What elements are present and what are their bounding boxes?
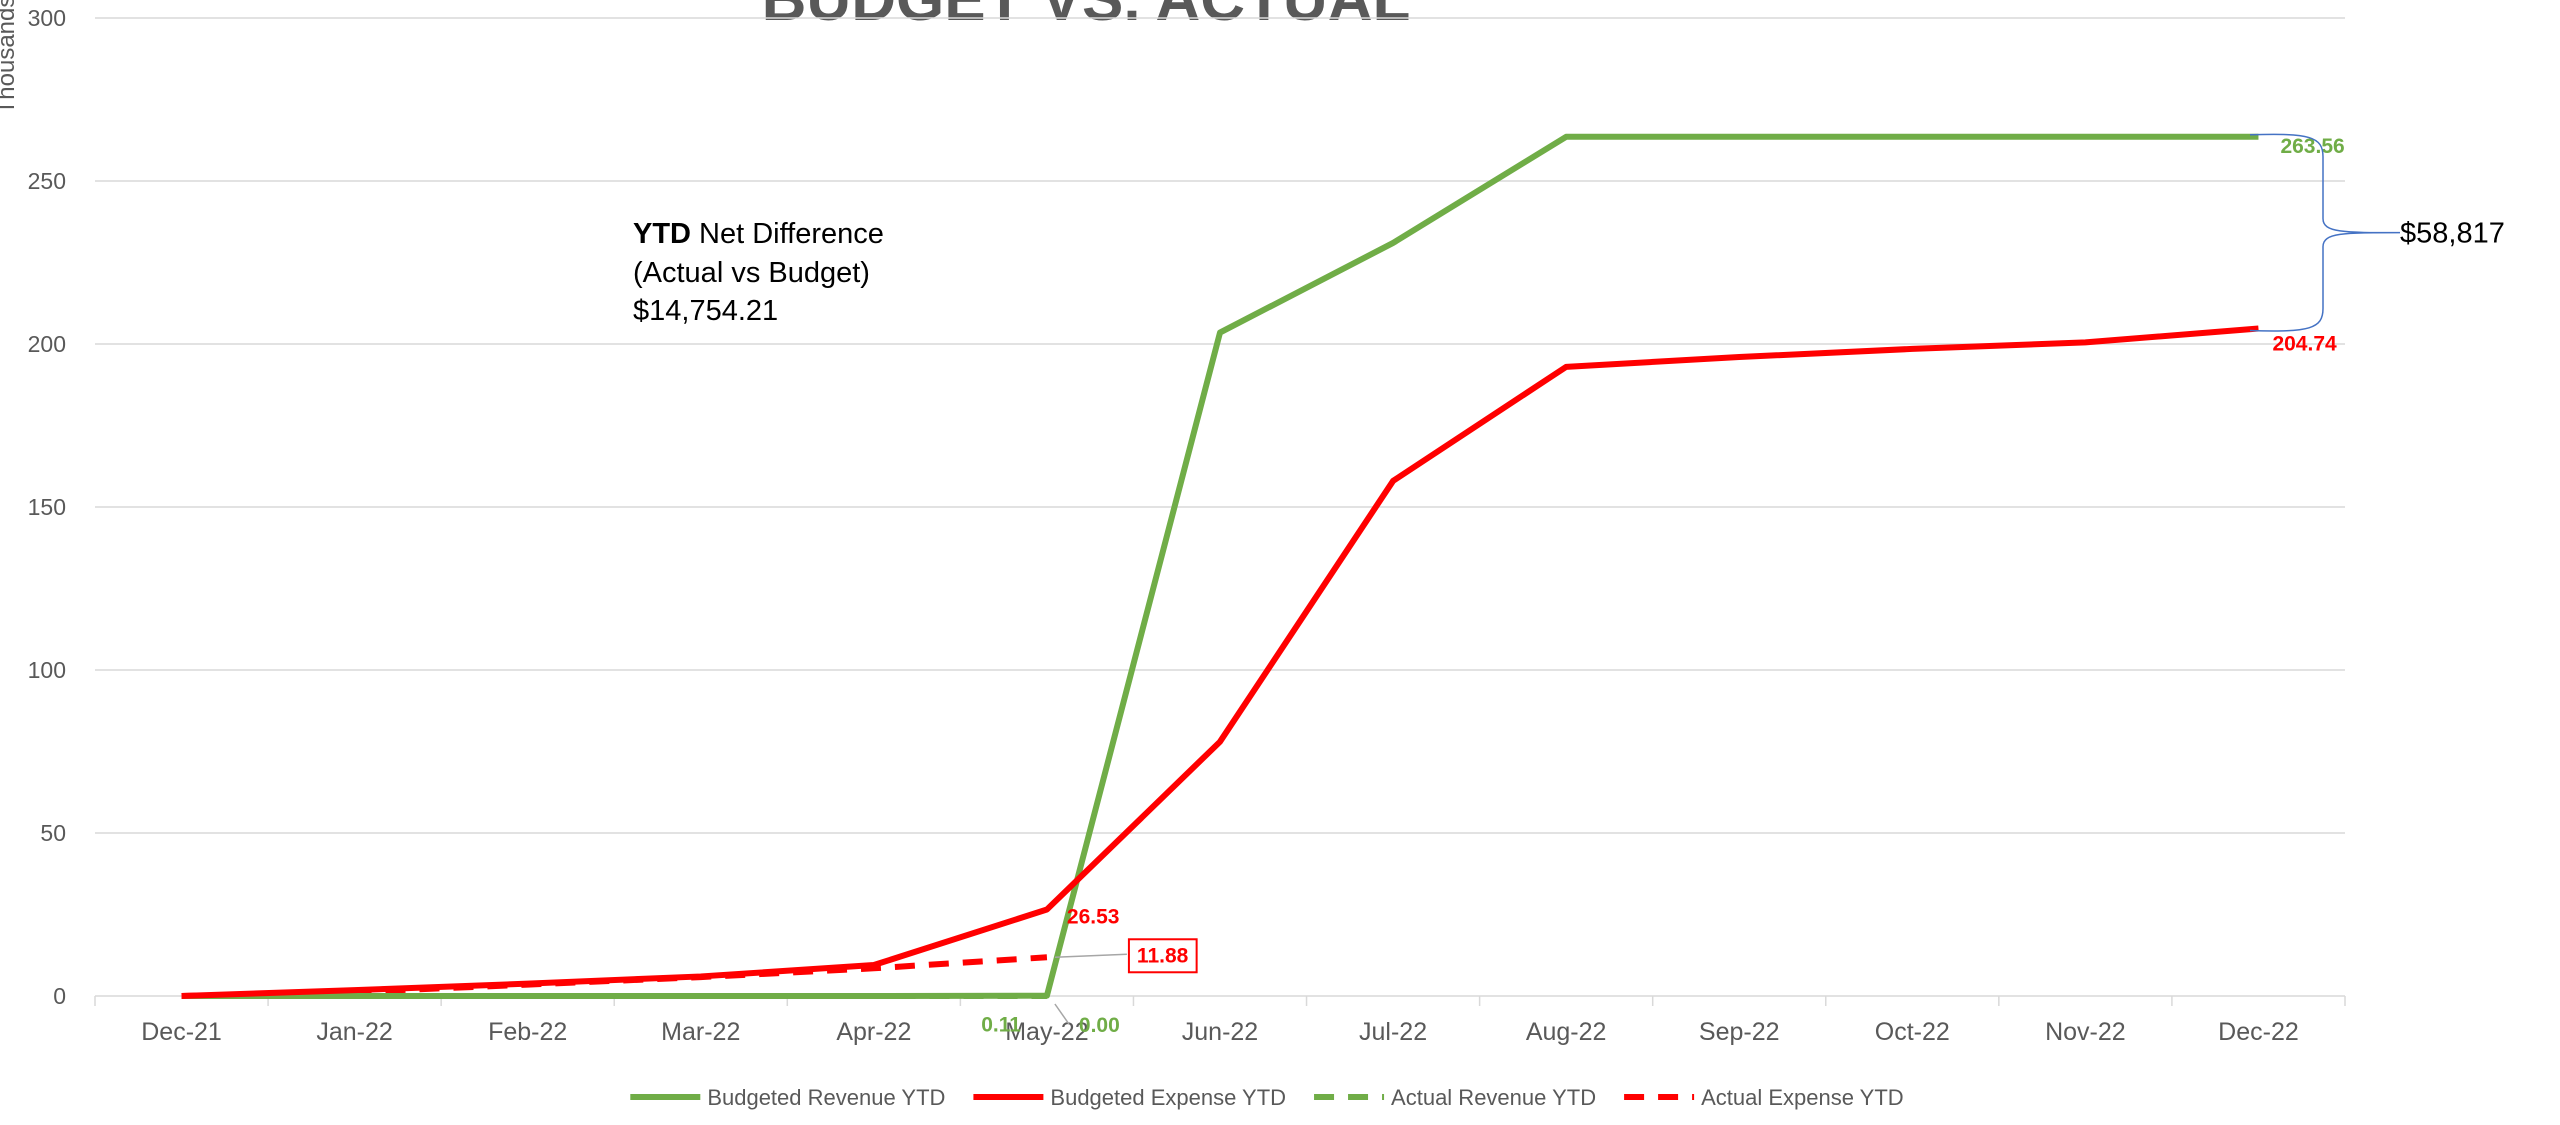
leader-line (1054, 1003, 1070, 1025)
data-label: 11.88 (1137, 944, 1189, 967)
y-tick-label: 250 (28, 168, 66, 194)
label-box (1127, 938, 1198, 974)
x-tick-label: Oct-22 (1875, 1018, 1950, 1046)
y-tick-label: 50 (40, 820, 66, 846)
y-tick-label: 300 (28, 5, 66, 31)
annotation: $14,754.21 (633, 295, 778, 327)
x-tick-label: Jun-22 (1182, 1018, 1258, 1046)
legend-label: Budgeted Revenue YTD (707, 1085, 945, 1110)
x-tick-label: Feb-22 (488, 1018, 567, 1046)
chart-title: BUDGET VS. ACTUAL (762, 0, 1411, 34)
x-tick-label: Dec-22 (2218, 1018, 2299, 1046)
annotation-text: Net Difference (691, 218, 884, 250)
x-tick-label: Nov-22 (2045, 1018, 2126, 1046)
gap-brace (2249, 133, 2401, 332)
y-tick-label: 150 (28, 494, 66, 520)
x-tick-label: Aug-22 (1526, 1018, 1607, 1046)
annotation: YTD Net Difference (633, 218, 884, 250)
y-axis-label: Thousands (0, 0, 20, 114)
x-tick-label: Sep-22 (1699, 1018, 1780, 1046)
y-tick-label: 200 (28, 331, 66, 357)
x-tick-label: Apr-22 (836, 1018, 911, 1046)
annotation: $58,817 (2400, 218, 2505, 250)
series-line (181, 133, 2259, 999)
legend-label: Actual Revenue YTD (1391, 1085, 1596, 1110)
x-tick-label: Jan-22 (316, 1018, 392, 1046)
legend-label: Actual Expense YTD (1701, 1085, 1904, 1110)
data-label: 204.74 (2272, 333, 2337, 356)
x-tick-label: Dec-21 (141, 1018, 222, 1046)
x-tick-label: May-22 (1005, 1018, 1088, 1046)
data-label: 263.56 (2280, 135, 2344, 158)
y-tick-label: 0 (53, 983, 66, 1009)
legend: Budgeted Revenue YTD Budgeted Expense YTD… (630, 1085, 1904, 1110)
data-label: 0.11 (981, 1014, 1021, 1037)
data-label: 26.53 (1067, 906, 1120, 929)
x-tick-label: Jul-22 (1359, 1018, 1427, 1046)
series-line (181, 325, 2259, 999)
y-tick-label: 100 (28, 657, 66, 683)
annotation: (Actual vs Budget) (633, 257, 870, 289)
data-label: 0.00 (1079, 1014, 1120, 1037)
annotation-bold: YTD (633, 218, 691, 250)
legend-label: Budgeted Expense YTD (1050, 1085, 1286, 1110)
leader-line (1054, 953, 1127, 959)
x-tick-label: Mar-22 (661, 1018, 740, 1046)
